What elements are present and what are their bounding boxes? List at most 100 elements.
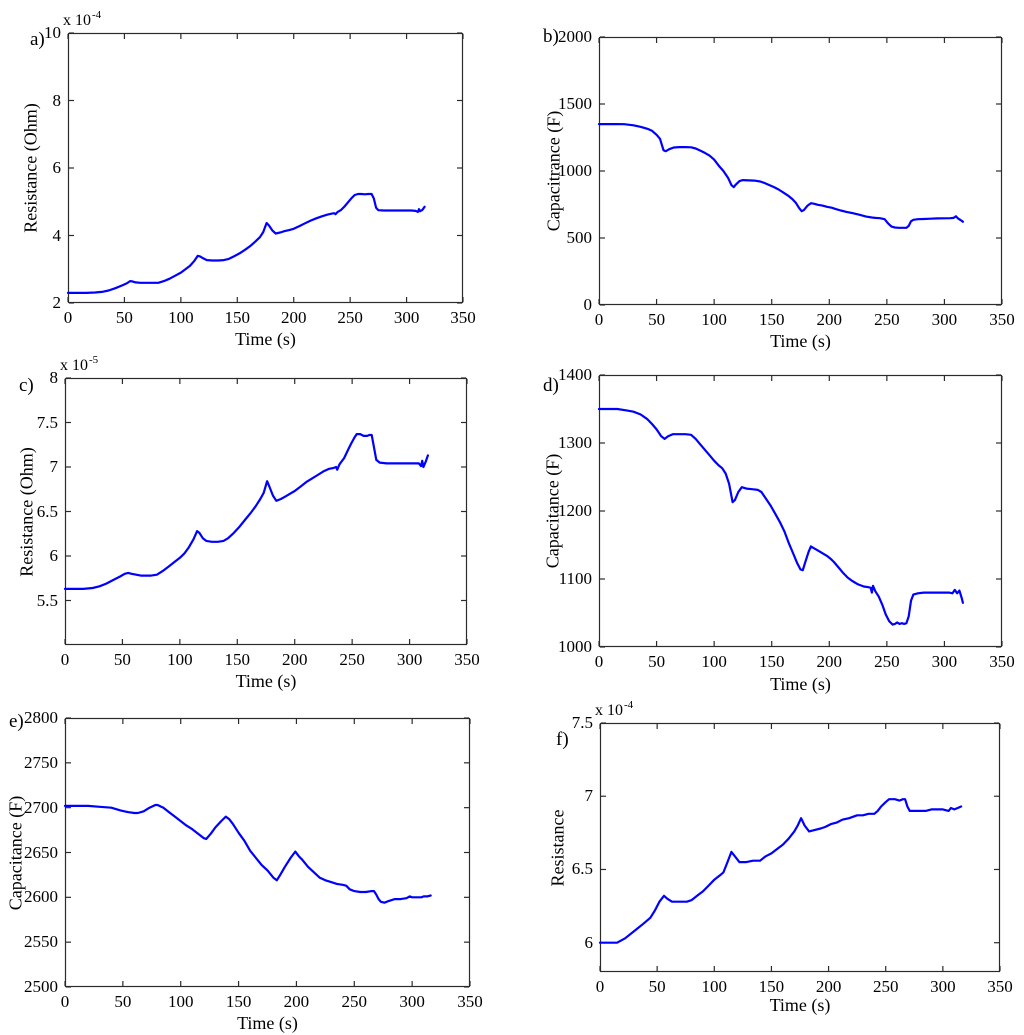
- exponent-base: x 10: [60, 357, 88, 374]
- ytick-label: 1100: [558, 569, 592, 588]
- xtick-label: 250: [874, 310, 900, 329]
- y-axis-exponent-c: x 10-5: [60, 354, 99, 376]
- data-line-f: [598, 798, 963, 944]
- xtick-label: 200: [816, 652, 843, 671]
- y-axis-exponent-f: x 10-4: [595, 699, 634, 721]
- xtick-label: 50: [648, 977, 666, 996]
- ytick-label: 8: [49, 368, 59, 387]
- ytick-label: 2: [52, 293, 62, 312]
- xtick-label: 50: [114, 992, 132, 1011]
- xtick-label: 350: [454, 650, 480, 669]
- xtick-label: 200: [815, 977, 842, 996]
- xtick-label: 100: [701, 652, 727, 671]
- ytick-label: 6: [52, 158, 62, 177]
- x-axis-label-d: Time (s): [770, 674, 831, 694]
- ytick-label: 2500: [24, 977, 58, 996]
- ytick-label: 7.5: [36, 412, 58, 432]
- ytick-label: 6: [49, 546, 59, 565]
- xtick-label: 300: [931, 652, 958, 671]
- ytick-label: 7: [49, 457, 59, 476]
- xtick-label: 0: [60, 992, 70, 1011]
- xtick-label: 250: [337, 308, 363, 327]
- xtick-label: 350: [450, 308, 476, 327]
- data-line-c: [63, 432, 429, 590]
- x-axis-label-f: Time (s): [769, 995, 831, 1015]
- y-axis-label-c: Resistance (Ohm): [16, 446, 37, 577]
- ytick-label: 0: [583, 295, 593, 314]
- panel-letter-f: f): [556, 729, 569, 750]
- y-axis-label-f: Resistance: [547, 809, 568, 886]
- plot-area-d: [597, 374, 1003, 648]
- axes-box: [599, 722, 1001, 973]
- xtick-label: 150: [758, 310, 785, 329]
- xtick-label: 200: [280, 308, 307, 327]
- xtick-label: 250: [339, 650, 365, 669]
- xtick-label: 350: [989, 310, 1015, 329]
- xtick-label: 200: [283, 992, 310, 1011]
- xtick-label: 250: [872, 977, 899, 996]
- ytick-label: 2600: [24, 887, 58, 907]
- xtick-label: 100: [167, 992, 194, 1011]
- ytick-label: 7: [584, 786, 594, 806]
- data-line-b: [597, 122, 964, 229]
- ytick-label: 6: [584, 932, 594, 952]
- y-axis-exponent-a: x 10-4: [63, 9, 102, 31]
- x-axis-label-e: Time (s): [237, 1013, 298, 1033]
- ytick-label: 4: [52, 225, 62, 245]
- ytick-label: 6.5: [571, 859, 593, 879]
- xtick-label: 50: [648, 652, 666, 671]
- ytick-label: 2650: [24, 842, 58, 862]
- y-axis-label-b: Capacitrance (F): [543, 110, 564, 232]
- xtick-label: 150: [224, 650, 251, 669]
- xtick-label: 150: [758, 652, 785, 671]
- xtick-label: 150: [224, 308, 251, 327]
- ytick-label: 2800: [24, 708, 58, 727]
- x-axis-label-b: Time (s): [770, 331, 831, 351]
- axes-box: [67, 32, 464, 304]
- data-line-a: [66, 192, 426, 294]
- xtick-label: 50: [648, 310, 666, 329]
- ytick-label: 2700: [24, 797, 58, 817]
- ytick-label: 8: [52, 90, 62, 110]
- ytick-label: 10: [44, 23, 61, 42]
- x-axis-label-c: Time (s): [235, 671, 297, 691]
- x-axis-label-a: Time (s): [235, 329, 296, 349]
- xtick-label: 350: [989, 652, 1015, 671]
- plot-area-f: [598, 722, 1001, 973]
- panel-letter-d: d): [543, 375, 559, 396]
- panel-letter-b: b): [543, 26, 559, 47]
- exponent-power: -4: [92, 9, 102, 21]
- ytick-label: 1000: [558, 161, 592, 180]
- xtick-label: 300: [396, 650, 423, 669]
- xtick-label: 100: [701, 310, 727, 329]
- y-axis-label-a: Resistance (Ohm): [20, 103, 41, 233]
- exponent-power: -5: [89, 354, 99, 366]
- ytick-label: 5.5: [36, 590, 58, 610]
- axes-box: [598, 36, 1003, 306]
- xtick-label: 200: [816, 310, 843, 329]
- xtick-label: 0: [594, 652, 604, 671]
- exponent-power: -4: [624, 699, 634, 711]
- xtick-label: 300: [931, 310, 958, 329]
- xtick-label: 350: [987, 977, 1013, 996]
- panel-letter-a: a): [30, 29, 45, 50]
- xtick-label: 100: [701, 977, 728, 996]
- ytick-label: 1400: [558, 365, 592, 384]
- axes-box: [64, 377, 468, 646]
- exponent-base: x 10: [63, 12, 91, 29]
- xtick-label: 150: [225, 992, 252, 1011]
- ytick-label: 2750: [24, 752, 58, 772]
- plot-area-b: [597, 36, 1003, 306]
- xtick-label: 0: [595, 977, 605, 996]
- xtick-label: 100: [167, 650, 193, 669]
- xtick-label: 0: [63, 308, 73, 327]
- xtick-label: 250: [341, 992, 368, 1011]
- ytick-label: 1200: [558, 501, 592, 520]
